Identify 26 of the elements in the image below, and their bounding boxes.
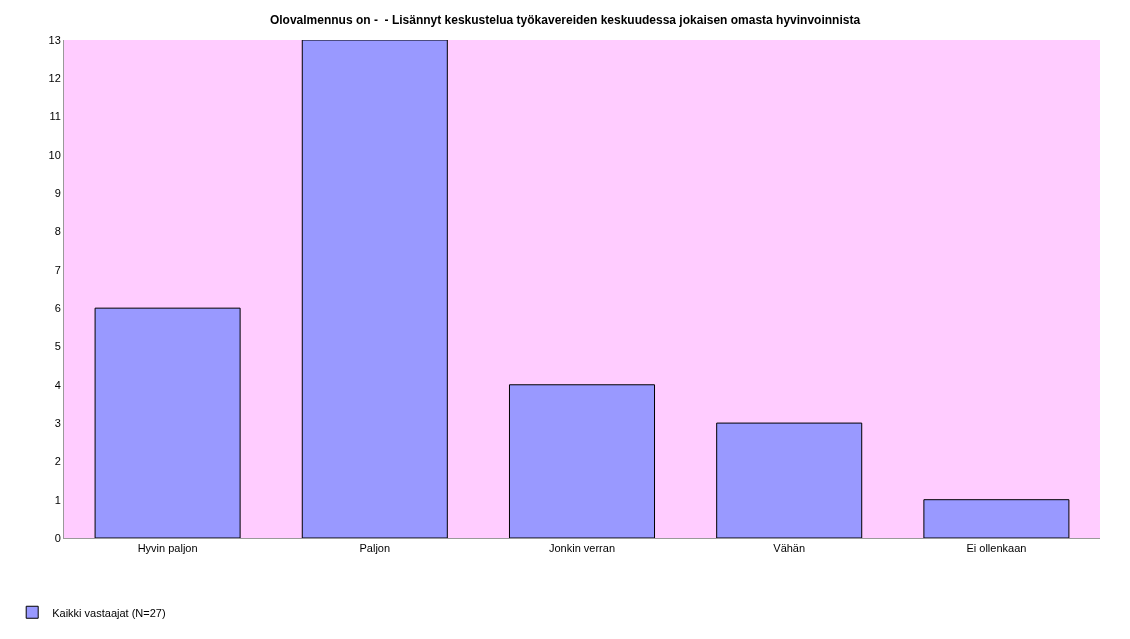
y-tick-label: 1: [54, 493, 61, 506]
y-tick-label: 5: [54, 340, 61, 353]
bar: [301, 40, 448, 538]
bar: [923, 499, 1070, 538]
y-tick-label: 0: [54, 531, 61, 544]
y-tick-label: 7: [54, 263, 61, 276]
y-tick-label: 3: [54, 416, 61, 429]
x-tick-label: Ei ollenkaan: [966, 542, 1027, 555]
y-tick-label: 2: [54, 455, 61, 468]
x-tick-label: Vähän: [773, 542, 806, 555]
x-tick-label: Hyvin paljon: [137, 542, 198, 555]
legend-label: Kaikki vastaajat (N=27): [52, 606, 166, 619]
y-tick-label: 13: [48, 33, 61, 46]
bar: [94, 307, 241, 538]
y-tick-label: 10: [48, 148, 61, 161]
y-tick-label: 9: [54, 187, 61, 200]
chart-title: Olovalmennus on - - Lisännyt keskustelua työkavereiden keskuudessa jokaisen omasta hyvinvoinnista: [269, 13, 861, 28]
y-tick-label: 11: [49, 110, 61, 123]
bar: [508, 384, 656, 538]
y-tick-label: 6: [54, 302, 61, 314]
y-tick-label: 8: [54, 225, 61, 238]
x-tick-label: Jonkin verran: [548, 542, 616, 555]
y-tick-label: 4: [54, 378, 61, 391]
bar: [716, 422, 863, 538]
y-tick-label: 12: [48, 72, 61, 85]
x-tick-label: Paljon: [359, 542, 391, 555]
